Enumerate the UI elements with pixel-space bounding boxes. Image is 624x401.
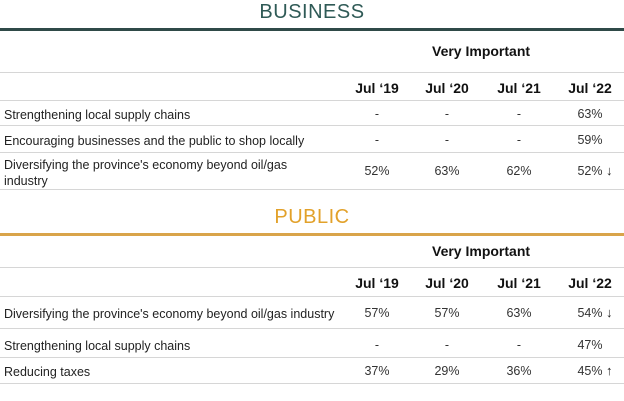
- business-row-value: 52%: [364, 164, 390, 178]
- business-col-jul20: Jul ‘20: [425, 80, 469, 96]
- public-row-value: 36%: [506, 364, 532, 378]
- public-row-value: 63%: [506, 306, 532, 320]
- business-divider: [0, 72, 624, 73]
- trend-up-arrow-icon: ↑: [606, 363, 613, 378]
- public-very-important-header: Very Important: [432, 243, 531, 259]
- public-row-value: 29%: [434, 364, 460, 378]
- trend-down-arrow-icon: ↓: [606, 305, 613, 320]
- public-row-value: 47%: [577, 338, 603, 352]
- public-row-value: 37%: [364, 364, 390, 378]
- business-row-value: 63%: [434, 164, 460, 178]
- public-row-value: 57%: [364, 306, 390, 320]
- public-row-value: 54%: [577, 306, 603, 320]
- business-row-value: 59%: [577, 133, 603, 147]
- business-row-value: -: [374, 107, 380, 121]
- public-row-value: -: [374, 338, 380, 352]
- business-col-jul22: Jul ‘22: [568, 80, 612, 96]
- public-row-label: Diversifying the province's economy beyo…: [4, 307, 335, 321]
- business-row-value: 63%: [577, 107, 603, 121]
- business-row-value: -: [374, 133, 380, 147]
- public-row-value: 45%: [577, 364, 603, 378]
- public-col-jul21: Jul ‘21: [497, 275, 541, 291]
- public-col-jul20: Jul ‘20: [425, 275, 469, 291]
- business-row-value: -: [516, 107, 522, 121]
- business-row-value: -: [444, 107, 450, 121]
- business-row-value: -: [444, 133, 450, 147]
- business-divider: [0, 152, 624, 153]
- public-row-value: -: [516, 338, 522, 352]
- public-row-label: Reducing taxes: [4, 365, 91, 379]
- public-col-jul22: Jul ‘22: [568, 275, 612, 291]
- trend-down-arrow-icon: ↓: [606, 163, 613, 178]
- business-col-jul21: Jul ‘21: [497, 80, 541, 96]
- business-row-value: 62%: [506, 164, 532, 178]
- public-divider: [0, 267, 624, 268]
- business-col-jul19: Jul ‘19: [355, 80, 399, 96]
- public-section-title: PUBLIC: [274, 206, 350, 228]
- public-row-value: 57%: [434, 306, 460, 320]
- public-title-rule: [0, 233, 624, 236]
- business-very-important-header: Very Important: [432, 43, 531, 59]
- business-row-label: Strengthening local supply chains: [4, 108, 191, 122]
- public-divider: [0, 296, 624, 297]
- business-row-label: Diversifying the province's economy beyo…: [4, 158, 288, 188]
- business-divider: [0, 189, 624, 190]
- business-divider: [0, 125, 624, 126]
- public-divider: [0, 328, 624, 329]
- public-row-value: -: [444, 338, 450, 352]
- public-divider: [0, 383, 624, 384]
- public-row-label: Strengthening local supply chains: [4, 339, 191, 353]
- public-divider: [0, 357, 624, 358]
- business-row-value: -: [516, 133, 522, 147]
- business-row-label: Encouraging businesses and the public to…: [4, 134, 305, 148]
- public-col-jul19: Jul ‘19: [355, 275, 399, 291]
- business-section-title: BUSINESS: [259, 1, 365, 23]
- business-title-rule: [0, 28, 624, 31]
- business-divider: [0, 100, 624, 101]
- business-row-value: 52%: [577, 164, 603, 178]
